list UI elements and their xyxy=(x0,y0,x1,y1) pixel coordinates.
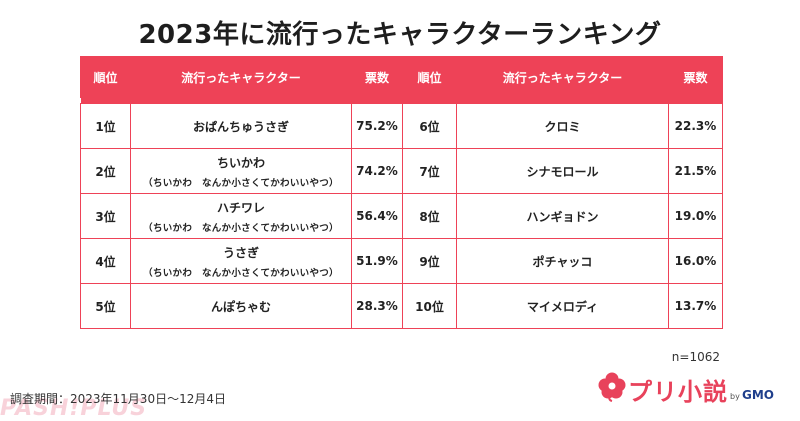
table-row: 1位 おぱんちゅうさぎ 75.2% 6位 クロミ 22.3% xyxy=(80,103,723,149)
character-cell: シナモロール xyxy=(456,148,669,194)
votes-cell: 28.3% xyxy=(351,283,403,329)
brand-logo: プリ小説 by GMO xyxy=(598,368,774,408)
character-name: おぱんちゅうさぎ xyxy=(192,119,289,134)
character-cell: マイメロディ xyxy=(456,283,669,329)
votes-cell: 19.0% xyxy=(668,193,723,239)
character-name: うさぎ xyxy=(222,245,259,260)
header-rank: 順位 xyxy=(402,56,457,98)
character-cell: クロミ xyxy=(456,103,669,149)
rank-cell: 3位 xyxy=(80,193,131,239)
table-header-row: 順位 流行ったキャラクター 票数 順位 流行ったキャラクター 票数 xyxy=(80,56,723,98)
character-source: （ちいかわ なんか小さくてかわいいやつ） xyxy=(143,267,339,279)
character-source: （ちいかわ なんか小さくてかわいいやつ） xyxy=(143,222,339,234)
votes-cell: 13.7% xyxy=(668,283,723,329)
header-character: 流行ったキャラクター xyxy=(456,56,669,98)
rank-cell: 10位 xyxy=(402,283,457,329)
character-cell: うさぎ （ちいかわ なんか小さくてかわいいやつ） xyxy=(130,238,352,284)
votes-cell: 74.2% xyxy=(351,148,403,194)
character-name: ちいかわ xyxy=(216,155,265,170)
rank-cell: 1位 xyxy=(80,103,131,149)
character-name: んぽちゃむ xyxy=(210,299,271,314)
rank-cell: 7位 xyxy=(402,148,457,194)
table-row: 4位 うさぎ （ちいかわ なんか小さくてかわいいやつ） 51.9% 9位 ポチャ… xyxy=(80,238,723,284)
sample-size: n=1062 xyxy=(671,350,720,364)
survey-period: 調査期間：2023年11月30日〜12月4日 xyxy=(10,392,226,406)
header-character: 流行ったキャラクター xyxy=(130,56,352,98)
watermark: PASH!PLUS xyxy=(0,396,148,421)
rank-cell: 6位 xyxy=(402,103,457,149)
votes-cell: 22.3% xyxy=(668,103,723,149)
votes-cell: 21.5% xyxy=(668,148,723,194)
character-cell: ポチャッコ xyxy=(456,238,669,284)
rank-cell: 8位 xyxy=(402,193,457,239)
character-cell: ハンギョドン xyxy=(456,193,669,239)
rank-cell: 5位 xyxy=(80,283,131,329)
flower-icon xyxy=(598,372,626,402)
rank-cell: 9位 xyxy=(402,238,457,284)
rank-cell: 4位 xyxy=(80,238,131,284)
logo-text: プリ小説 xyxy=(628,378,728,406)
table-row: 5位 んぽちゃむ 28.3% 10位 マイメロディ 13.7% xyxy=(80,283,723,329)
table-row: 3位 ハチワレ （ちいかわ なんか小さくてかわいいやつ） 56.4% 8位 ハン… xyxy=(80,193,723,239)
logo-company: GMO xyxy=(742,388,774,402)
table-row: 2位 ちいかわ （ちいかわ なんか小さくてかわいいやつ） 74.2% 7位 シナ… xyxy=(80,148,723,194)
ranking-table: 順位 流行ったキャラクター 票数 順位 流行ったキャラクター 票数 1位 おぱん… xyxy=(80,56,723,329)
logo-by: by xyxy=(730,392,740,401)
header-rank: 順位 xyxy=(80,56,131,98)
votes-cell: 51.9% xyxy=(351,238,403,284)
header-votes: 票数 xyxy=(351,56,403,98)
character-cell: ちいかわ （ちいかわ なんか小さくてかわいいやつ） xyxy=(130,148,352,194)
votes-cell: 56.4% xyxy=(351,193,403,239)
votes-cell: 75.2% xyxy=(351,103,403,149)
character-cell: ハチワレ （ちいかわ なんか小さくてかわいいやつ） xyxy=(130,193,352,239)
votes-cell: 16.0% xyxy=(668,238,723,284)
rank-cell: 2位 xyxy=(80,148,131,194)
header-votes: 票数 xyxy=(668,56,723,98)
character-cell: んぽちゃむ xyxy=(130,283,352,329)
character-source: （ちいかわ なんか小さくてかわいいやつ） xyxy=(143,177,339,189)
page-title: 2023年に流行ったキャラクターランキング xyxy=(138,20,662,50)
character-name: ハチワレ xyxy=(216,200,265,215)
character-cell: おぱんちゅうさぎ xyxy=(130,103,352,149)
